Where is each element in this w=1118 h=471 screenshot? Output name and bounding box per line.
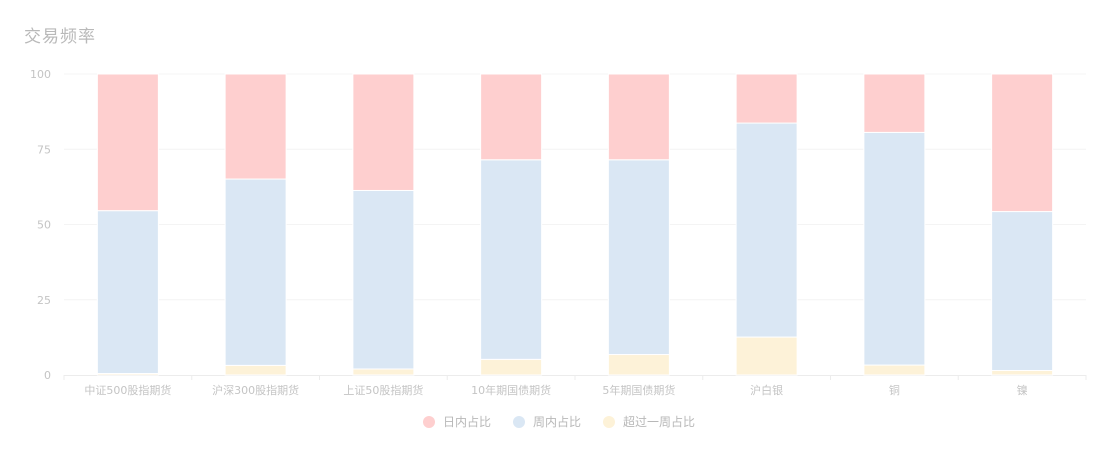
x-tick-label: 铜 [889,383,900,397]
chart-title: 交易频率 [24,27,96,47]
bar-segment-1-7[interactable] [991,211,1054,371]
bar-segment-1-3[interactable] [480,159,543,360]
bar-segment-2-2[interactable] [352,73,415,191]
bar-segment-0-6[interactable] [863,364,926,376]
legend: 日内占比 周内占比 超过一周占比 [0,413,1118,430]
bar-segment-0-1[interactable] [224,364,287,376]
bar-segment-2-0[interactable] [96,73,159,212]
bar-segment-0-2[interactable] [352,368,415,376]
legend-item-intraday[interactable]: 日内占比 [422,413,491,430]
legend-item-intraweek[interactable]: 周内占比 [512,413,581,430]
legend-label-intraweek: 周内占比 [532,415,581,429]
x-tick-label: 10年期国债期货 [471,383,551,397]
bar-segment-2-1[interactable] [224,73,287,180]
x-tick-label: 上证50股指期货 [343,383,423,397]
bar-segment-2-7[interactable] [991,73,1054,213]
bar-segment-2-5[interactable] [735,73,798,124]
bar-segment-1-6[interactable] [863,131,926,366]
legend-label-intraday: 日内占比 [442,415,491,429]
y-tick-label: 75 [37,143,51,156]
bar-segment-0-5[interactable] [735,336,798,376]
bar-segment-0-3[interactable] [480,358,543,376]
bar-segment-0-4[interactable] [607,354,670,376]
bar-segment-2-3[interactable] [480,73,543,161]
legend-swatch-over-week [603,415,615,428]
y-tick-label: 100 [30,68,51,81]
y-tick-label: 50 [37,219,51,232]
y-tick-label: 0 [44,369,51,382]
bar-segment-2-4[interactable] [607,73,670,161]
x-tick-label: 镍 [1017,383,1028,397]
bar-segment-1-0[interactable] [96,210,159,374]
bar-segment-1-5[interactable] [735,122,798,338]
legend-swatch-intraweek [512,415,525,428]
legend-label-over-week: 超过一周占比 [623,415,696,429]
x-tick-label: 5年期国债期货 [602,383,675,397]
bar-segment-1-1[interactable] [224,178,287,366]
bar-segment-2-6[interactable] [863,73,926,133]
x-tick-label: 沪深300股指期货 [212,383,299,397]
x-tick-label: 中证500股指期货 [84,383,171,397]
y-tick-label: 25 [37,294,51,307]
legend-swatch-intraday [422,415,435,428]
bar-segment-0-7[interactable] [991,369,1054,376]
legend-item-over-week[interactable]: 超过一周占比 [603,413,695,430]
x-tick-label: 沪白银 [750,383,783,397]
bar-segment-1-4[interactable] [607,159,670,356]
bar-segment-1-2[interactable] [352,189,415,370]
